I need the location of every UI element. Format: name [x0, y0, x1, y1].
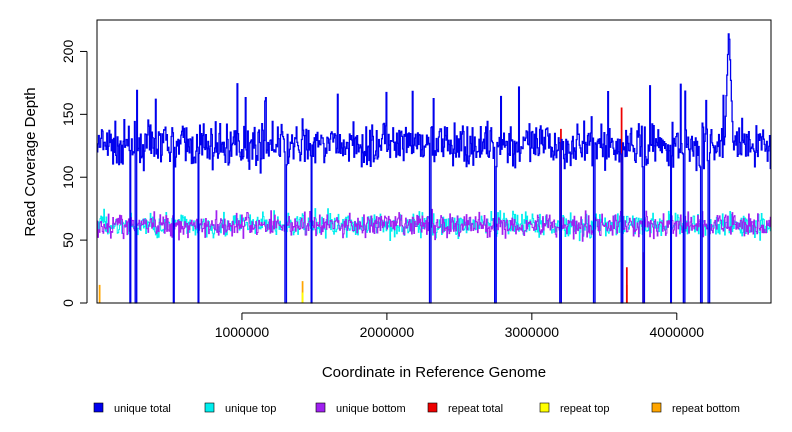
legend-swatch [315, 402, 326, 413]
y-axis-label: Read Coverage Depth [22, 87, 39, 236]
plot-area [97, 33, 771, 304]
legend-item-unique-top: unique top [204, 402, 276, 415]
legend-item-repeat-total: repeat total [427, 402, 503, 415]
x-axis-label: Coordinate in Reference Genome [322, 364, 546, 381]
legend-swatch [204, 402, 215, 413]
x-axis: 1000000 2000000 3000000 4000000 [215, 312, 705, 340]
series-line-unique-total [97, 33, 771, 304]
legend: unique total unique top unique bottom repea… [93, 402, 740, 415]
y-tick-label: 50 [60, 232, 76, 248]
y-axis: 0 50 100 150 200 [60, 40, 88, 307]
x-tick-label: 1000000 [215, 324, 270, 340]
legend-swatch [93, 402, 104, 413]
legend-item-unique-total: unique total [93, 402, 171, 415]
x-tick-label: 3000000 [505, 324, 560, 340]
plot-frame [96, 19, 772, 304]
legend-item-repeat-top: repeat top [539, 402, 610, 415]
series-line-unique-bottom [97, 208, 771, 304]
legend-label: repeat bottom [672, 403, 740, 415]
legend-item-repeat-bottom: repeat bottom [651, 402, 740, 415]
legend-swatch [427, 402, 438, 413]
legend-label: unique top [225, 403, 276, 415]
x-tick-label: 4000000 [650, 324, 705, 340]
legend-swatch [651, 402, 662, 413]
legend-item-unique-bottom: unique bottom [315, 402, 406, 415]
y-tick-label: 200 [60, 40, 76, 64]
legend-label: repeat top [560, 403, 610, 415]
x-tick-label: 2000000 [360, 324, 415, 340]
legend-swatch [539, 402, 550, 413]
legend-label: unique total [114, 403, 171, 415]
legend-label: repeat total [448, 403, 503, 415]
y-tick-label: 150 [60, 102, 76, 126]
y-tick-label: 100 [60, 165, 76, 189]
y-tick-label: 0 [60, 299, 76, 307]
legend-label: unique bottom [336, 403, 406, 415]
